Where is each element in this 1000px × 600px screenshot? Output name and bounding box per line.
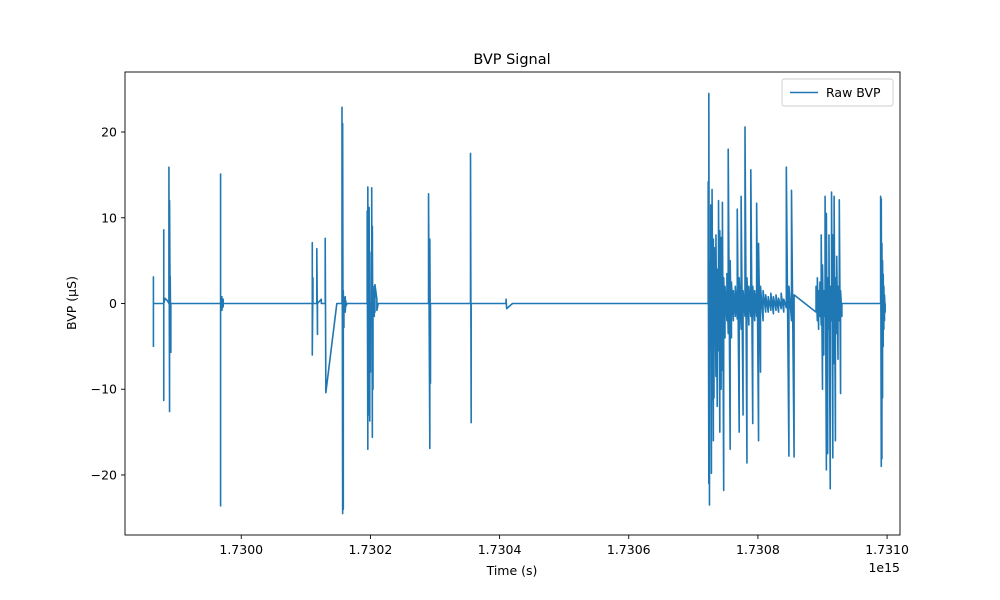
x-tick-label: 1.7300 xyxy=(219,542,263,557)
y-axis-ticks: −20 −10 0 10 20 xyxy=(91,125,125,482)
x-tick-label: 1.7306 xyxy=(607,542,651,557)
x-axis-label: Time (s) xyxy=(486,563,538,578)
x-tick-label: 1.7310 xyxy=(865,542,909,557)
legend-label: Raw BVP xyxy=(826,85,881,100)
y-tick-label: −20 xyxy=(91,467,117,482)
y-tick-label: 0 xyxy=(109,296,117,311)
y-tick-label: 10 xyxy=(101,210,117,225)
x-tick-label: 1.7308 xyxy=(736,542,780,557)
x-axis-offset-label: 1e15 xyxy=(868,560,900,575)
plot-data xyxy=(152,92,886,515)
series-line-0 xyxy=(152,92,886,515)
x-tick-label: 1.7302 xyxy=(349,542,393,557)
y-axis-label: BVP (μS) xyxy=(64,276,79,330)
y-tick-label: −10 xyxy=(91,382,117,397)
legend: Raw BVP xyxy=(781,78,894,107)
x-axis-ticks: 1.7300 1.7302 1.7304 1.7306 1.7308 1.7310 xyxy=(219,535,909,557)
x-tick-label: 1.7304 xyxy=(478,542,522,557)
y-tick-label: 20 xyxy=(101,125,117,140)
legend-box xyxy=(781,78,894,107)
chart-title: BVP Signal xyxy=(473,52,550,68)
